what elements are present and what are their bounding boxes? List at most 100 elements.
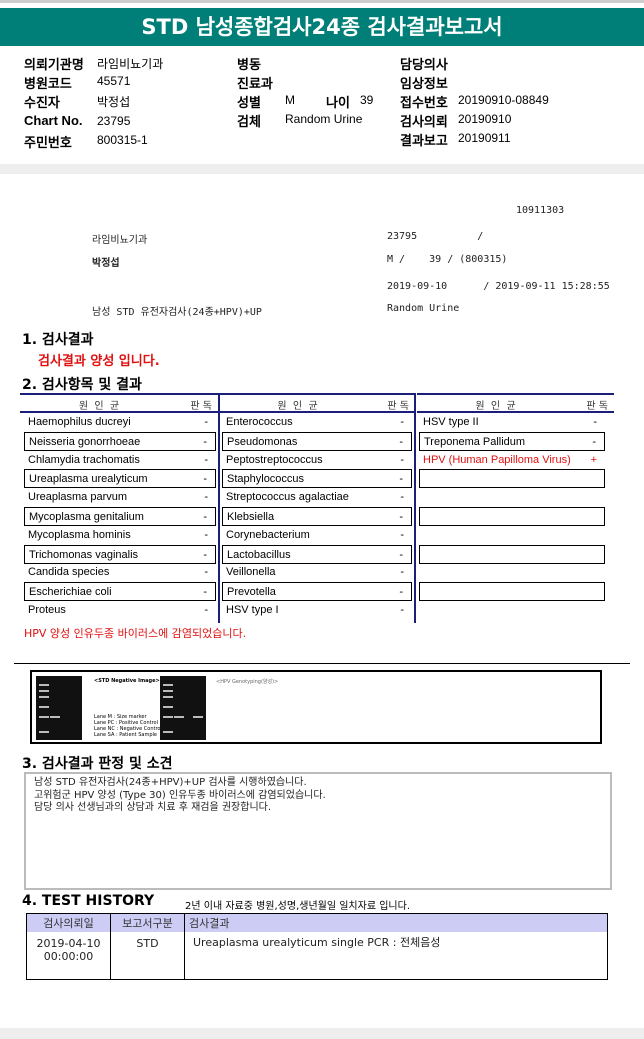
judgement: - (203, 586, 207, 599)
history-note: 2년 이내 자료중 병원,성명,생년월일 일치자료 입니다. (185, 901, 410, 912)
section4-title: 4. TEST HISTORY (22, 893, 155, 909)
section3-title: 3. 검사결과 판정 및 소견 (22, 756, 173, 772)
info-label: 담당의사 (400, 57, 448, 72)
result-row: Staphylococcus - (222, 469, 412, 489)
judgement: - (399, 435, 403, 448)
header-judge: 판 독 (586, 401, 608, 412)
history-date: 2019-04-10 00:00:00 (26, 931, 111, 980)
gel-legend-item: Lane SA : Patient Sample (94, 732, 157, 738)
organism-name: Enterococcus (226, 416, 293, 428)
opinion-line: 고위험군 HPV 양성 (Type 30) 인유두종 바이러스에 감염되었습니다… (34, 789, 326, 801)
judgement: - (204, 416, 208, 428)
organism-name: Candida species (28, 566, 110, 579)
stub-name: 박정섭 (92, 258, 120, 269)
info-value: 20190910 (458, 112, 512, 126)
stub-test: 남성 STD 유전자검사(24종+HPV)+UP (92, 307, 262, 318)
result-row: Trichomonas vaginalis - (24, 544, 216, 564)
info-label: 병원코드 (24, 76, 72, 91)
result-row: Pseudomonas - (222, 431, 412, 451)
info-label: Chart No. (24, 113, 83, 128)
stub-code: 10911303 (516, 205, 565, 216)
result-row: HSV type II - (419, 413, 605, 432)
organism-name: Treponema Pallidum (424, 435, 526, 448)
stub-sexage: M / 39 / (800315) (387, 254, 508, 265)
header-judge: 판 독 (387, 401, 409, 412)
result-row: Enterococcus - (222, 413, 412, 432)
organism-name: Neisseria gonorrhoeae (29, 435, 141, 448)
history-row: 2019-04-10 00:00:00 STD Ureaplasma urealy… (26, 931, 608, 980)
result-row (419, 544, 605, 564)
judgement: - (203, 511, 207, 523)
judgement: - (399, 511, 403, 523)
header-organism: 원 인 균 (475, 401, 516, 412)
history-table: 검사의뢰일 보고서구분 검사결과 2019-04-10 00:00:00 STD Ur… (26, 913, 608, 980)
result-row: Mycoplasma hominis - (24, 526, 216, 545)
gel-legend-item: Lane NC : Negative Control (94, 726, 162, 732)
result-row: Lactobacillus - (222, 544, 412, 564)
info-label: 수진자 (24, 95, 60, 110)
organism-name: Haemophilus ducreyi (28, 416, 131, 428)
result-row: Proteus - (24, 601, 216, 620)
organism-name: HSV type I (226, 604, 279, 616)
info-label: 성별 (237, 95, 261, 110)
history-header-type: 보고서구분 (110, 913, 185, 932)
organism-name: Peptostreptococcus (226, 453, 323, 466)
result-row: Chlamydia trachomatis - (24, 451, 216, 470)
judgement: - (204, 604, 208, 616)
result-row: Ureaplasma parvum - (24, 488, 216, 507)
gel-caption-negative: <STD Negative Image> (94, 678, 160, 684)
organism-name: Trichomonas vaginalis (29, 548, 139, 561)
gel-image-negative (36, 676, 82, 740)
column-divider (414, 393, 416, 623)
judgement: - (400, 416, 404, 428)
info-label: 결과보고 (400, 133, 448, 148)
opinion-line: 남성 STD 유전자검사(24종+HPV)+UP 검사를 시행하였습니다. (34, 777, 307, 788)
divider (0, 164, 644, 174)
result-row: Prevotella - (222, 582, 412, 602)
info-label: 접수번호 (400, 95, 448, 110)
gel-caption-hpv: <HPV Genotyping(양성)> (216, 679, 279, 685)
judgement: - (203, 548, 207, 561)
section2-title: 2. 검사항목 및 결과 (22, 377, 142, 393)
result-row: Neisseria gonorrhoeae - (24, 431, 216, 451)
judgement: - (203, 473, 207, 486)
section1-title: 1. 검사결과 (22, 332, 94, 348)
result-row: Treponema Pallidum - (419, 431, 605, 451)
result-summary: 검사결과 양성 입니다. (38, 354, 160, 369)
result-row (419, 507, 605, 526)
organism-name: Streptococcus agalactiae (226, 491, 349, 504)
stub-chart: 23795 / (387, 231, 484, 242)
top-border (0, 0, 644, 3)
organism-name: Ureaplasma parvum (28, 491, 128, 504)
history-header-date: 검사의뢰일 (26, 913, 111, 932)
gel-legend-item: Lane PC : Positive Control (94, 720, 158, 726)
info-label: 진료과 (237, 76, 273, 91)
judgement: - (203, 435, 207, 448)
info-label: 임상정보 (400, 76, 448, 91)
history-date-day: 2019-04-10 (36, 936, 101, 950)
result-row: Klebsiella - (222, 507, 412, 526)
result-row: Candida species - (24, 563, 216, 582)
info-value: 라임비뇨기과 (97, 57, 164, 71)
judgement: - (399, 473, 403, 486)
result-row: HPV (Human Papilloma Virus) + (419, 451, 605, 470)
age-value: 39 (360, 93, 374, 107)
organism-name: Corynebacterium (226, 528, 310, 541)
info-value: 20190911 (458, 131, 511, 145)
result-row: Corynebacterium - (222, 526, 412, 545)
stub-hospital: 라임비뇨기과 (92, 235, 148, 246)
header-organism: 원 인 균 (78, 401, 120, 412)
header-organism: 원 인 균 (277, 401, 318, 412)
organism-name: Prevotella (227, 586, 276, 599)
result-row: Streptococcus agalactiae - (222, 488, 412, 507)
judgement: - (400, 453, 404, 466)
result-row (419, 469, 605, 489)
result-row: Ureaplasma urealyticum - (24, 469, 216, 489)
organism-name: HPV (Human Papilloma Virus) (423, 453, 571, 466)
history-date-time: 00:00:00 (43, 949, 94, 963)
organism-name: Pseudomonas (227, 435, 298, 448)
info-value: 박정섭 (97, 95, 131, 109)
